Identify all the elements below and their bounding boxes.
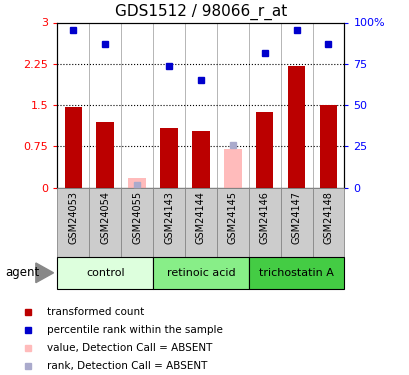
Text: GSM24148: GSM24148 (323, 191, 333, 244)
Bar (57, 188, 89, 257)
Bar (312, 188, 344, 257)
Text: GSM24145: GSM24145 (227, 191, 237, 244)
Bar (96, 122, 114, 188)
Text: percentile rank within the sample: percentile rank within the sample (47, 325, 222, 335)
Text: transformed count: transformed count (47, 307, 144, 317)
Text: GSM24147: GSM24147 (291, 191, 301, 244)
Bar (128, 178, 146, 188)
Text: control: control (86, 268, 124, 278)
Title: GDS1512 / 98066_r_at: GDS1512 / 98066_r_at (115, 3, 286, 20)
Bar (121, 188, 153, 257)
Polygon shape (36, 263, 54, 283)
Text: GSM24144: GSM24144 (196, 191, 205, 244)
Text: GSM24146: GSM24146 (259, 191, 269, 244)
Bar (248, 257, 344, 289)
Text: GSM24143: GSM24143 (164, 191, 173, 244)
Text: retinoic acid: retinoic acid (166, 268, 235, 278)
Text: trichostatin A: trichostatin A (258, 268, 333, 278)
Text: GSM24053: GSM24053 (68, 191, 78, 244)
Text: GSM24055: GSM24055 (132, 191, 142, 244)
Bar (184, 188, 216, 257)
Bar (287, 66, 305, 188)
Bar (280, 188, 312, 257)
Bar (192, 131, 209, 188)
Bar (153, 188, 184, 257)
Text: value, Detection Call = ABSENT: value, Detection Call = ABSENT (47, 343, 212, 353)
Bar (65, 106, 82, 188)
Bar (255, 112, 273, 188)
Bar (57, 257, 153, 289)
Bar (223, 149, 241, 188)
Bar (248, 188, 280, 257)
Bar (153, 257, 248, 289)
Bar (319, 105, 336, 188)
Bar (89, 188, 121, 257)
Text: rank, Detection Call = ABSENT: rank, Detection Call = ABSENT (47, 362, 207, 371)
Bar (160, 128, 178, 188)
Text: agent: agent (6, 266, 40, 279)
Text: GSM24054: GSM24054 (100, 191, 110, 244)
Bar (216, 188, 248, 257)
